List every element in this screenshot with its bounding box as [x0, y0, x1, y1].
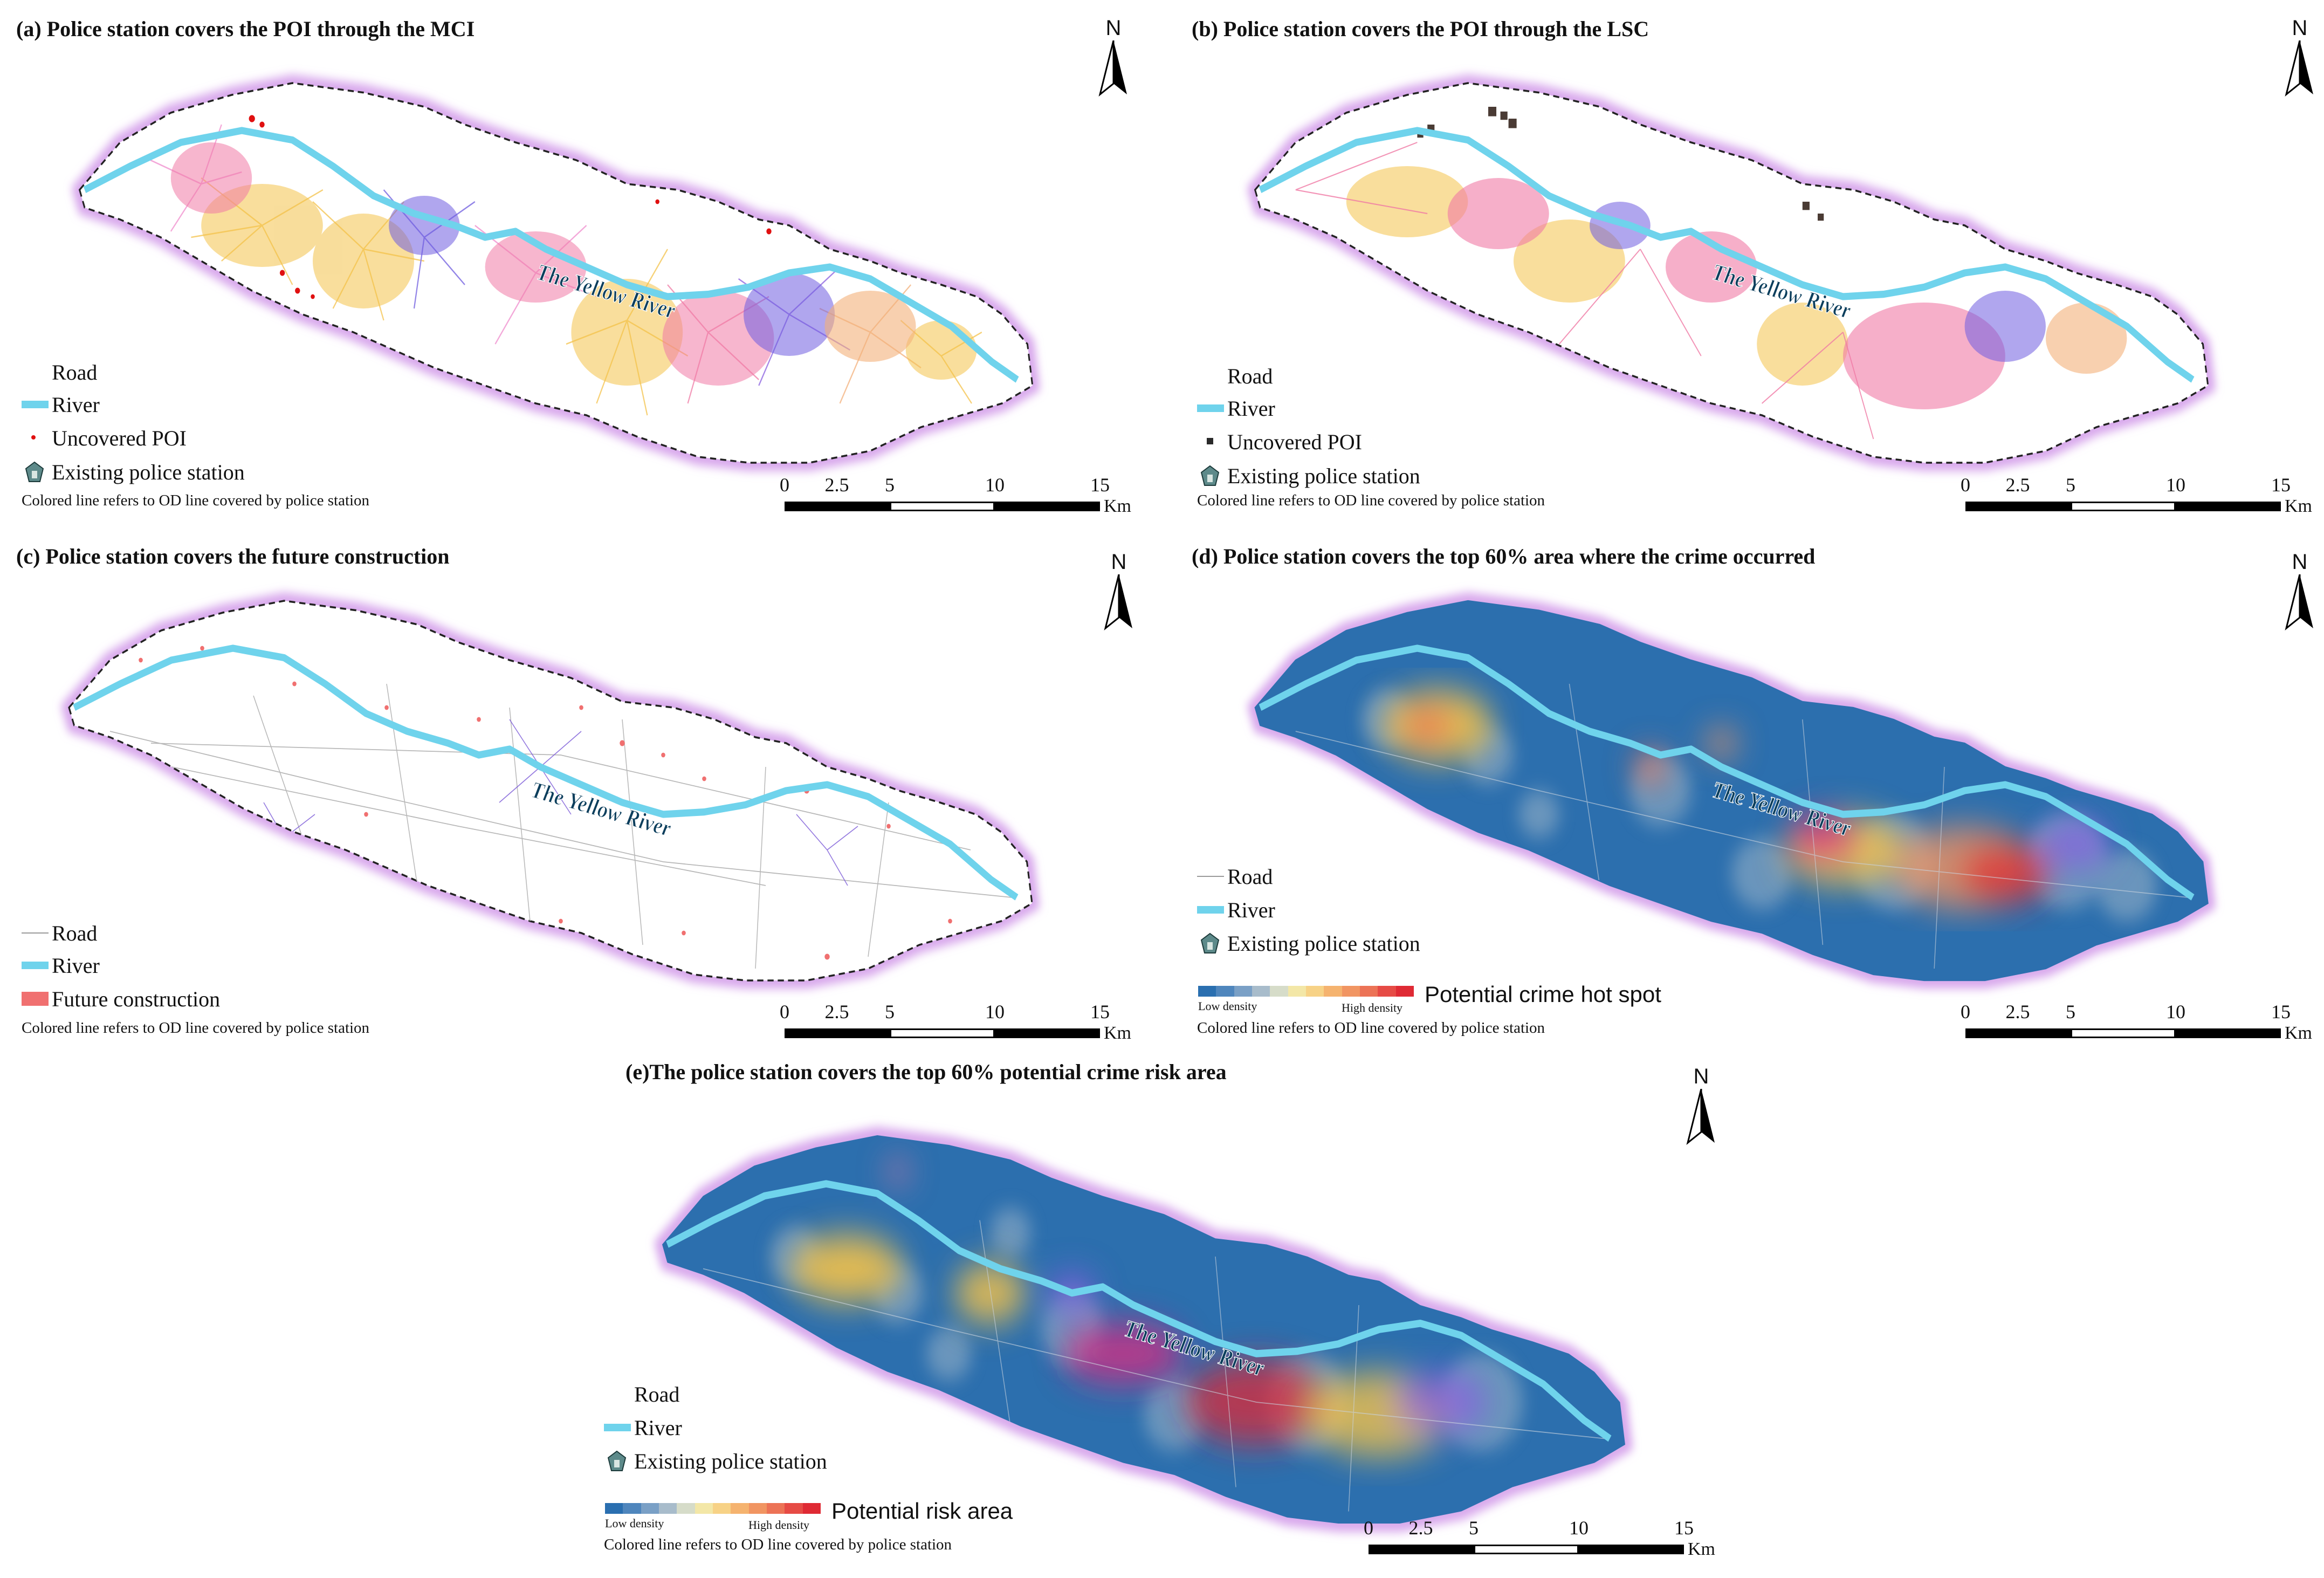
scale-bar: 0 2.5 5 10 15 Km [1961, 1001, 2312, 1043]
river-swatch [604, 1414, 631, 1441]
density-ramp [1198, 986, 1414, 997]
ramp-title: Potential risk area [831, 1498, 1013, 1524]
ramp-title: Potential crime hot spot [1425, 982, 1661, 1007]
od-note: Colored line refers to OD line covered b… [22, 1019, 370, 1037]
north-arrow: N [1100, 550, 1138, 631]
river-swatch [1197, 896, 1224, 923]
road-swatch [604, 1381, 631, 1408]
od-note: Colored line refers to OD line covered b… [604, 1536, 952, 1553]
panel-b: (b) Police station covers the POI throug… [1175, 0, 2324, 518]
panel-title: (b) Police station covers the POI throug… [1192, 17, 1649, 41]
river-swatch [22, 952, 49, 979]
north-arrow: N [1682, 1065, 1720, 1145]
future-construction-swatch [22, 985, 49, 1012]
od-note: Colored line refers to OD line covered b… [22, 492, 370, 509]
map-b: The Yellow River [1175, 0, 2324, 518]
uncovered-poi-swatch [22, 424, 49, 451]
scale-bar: 0 2.5 5 10 15 Km [1364, 1517, 1715, 1559]
panel-title: (c) Police station covers the future con… [16, 544, 450, 568]
scale-bar: 0 2.5 5 10 15 Km [780, 1001, 1131, 1043]
uncovered-poi-swatch [1197, 428, 1224, 455]
od-note: Colored line refers to OD line covered b… [1197, 1019, 1545, 1037]
road-swatch [22, 359, 49, 386]
road-swatch [1197, 863, 1224, 890]
north-arrow: N [1095, 16, 1132, 97]
north-label: N [1105, 16, 1122, 40]
north-arrow-icon [2285, 574, 2313, 630]
ramp-high-label: High density [1342, 1001, 1403, 1014]
ramp-low-label: Low density [605, 1517, 664, 1530]
police-station-icon [22, 458, 49, 485]
police-station-icon [1197, 462, 1224, 489]
river-swatch [1197, 395, 1224, 422]
map-e: The Yellow River [582, 1052, 1742, 1575]
north-arrow: N [2281, 16, 2319, 97]
police-station-icon [1197, 930, 1224, 957]
map-d: The Yellow River [1175, 529, 2324, 1046]
legend: Road River Existing police station [604, 1381, 981, 1488]
legend: Road River Uncovered POI Existing police… [1197, 362, 1467, 497]
north-arrow-icon [1104, 574, 1132, 630]
panel-e: (e)The police station covers the top 60%… [582, 1052, 1742, 1575]
map-c: The Yellow River [0, 529, 1159, 1046]
legend: Road River Existing police station [1197, 863, 1574, 971]
legend: Road River Uncovered POI Existing police… [22, 359, 291, 493]
north-arrow-icon [1686, 1089, 1715, 1145]
north-arrow-icon [1098, 40, 1127, 97]
panel-d: (d) Police station covers the top 60% ar… [1175, 529, 2324, 1046]
road-swatch [22, 920, 49, 946]
panel-title: (d) Police station covers the top 60% ar… [1192, 544, 1816, 568]
map-a: The Yellow River [0, 0, 1159, 518]
north-arrow-icon [2285, 40, 2313, 97]
road-swatch [1197, 362, 1224, 389]
panel-a: (a) Police station covers the POI throug… [0, 0, 1159, 518]
ramp-low-label: Low density [1198, 999, 1257, 1013]
legend: Road River Future construction [22, 920, 291, 1022]
panel-title: (a) Police station covers the POI throug… [16, 17, 475, 41]
panel-title: (e)The police station covers the top 60%… [625, 1060, 1227, 1084]
od-note: Colored line refers to OD line covered b… [1197, 492, 1545, 509]
od-lines [150, 115, 982, 455]
north-arrow: N [2281, 550, 2319, 631]
density-ramp [605, 1503, 821, 1514]
panel-c: (c) Police station covers the future con… [0, 529, 1159, 1046]
ramp-high-label: High density [748, 1518, 810, 1532]
river-swatch [22, 391, 49, 418]
scale-bar: 0 2.5 5 10 15 Km [1961, 474, 2312, 516]
police-station-icon [604, 1447, 631, 1474]
scale-bar: 0 2.5 5 10 15 Km [780, 474, 1131, 516]
